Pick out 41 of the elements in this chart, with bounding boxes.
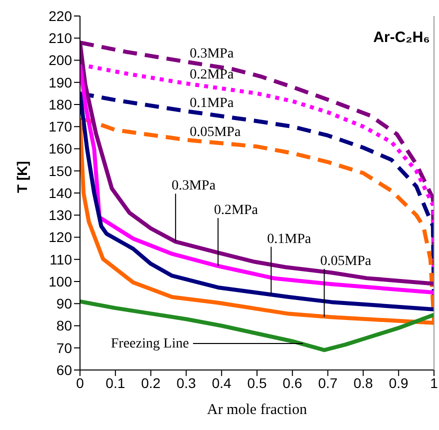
- x-tick-label: 0: [76, 374, 84, 391]
- annotation: 0.3MPa: [190, 46, 234, 62]
- y-tick-label: 110: [50, 251, 72, 268]
- x-tick-label: 0.3: [176, 374, 196, 391]
- line-series: [80, 299, 434, 352]
- text: Ar-C₂H₆: [373, 29, 430, 46]
- x-tick-label: 0.6: [282, 374, 302, 391]
- y-tick-label: 180: [48, 96, 72, 112]
- y-tick-label: 120: [48, 229, 72, 246]
- x-tick-label: 0.2: [141, 374, 161, 391]
- annotation: 0.2MPa: [214, 203, 259, 218]
- y-tick-label: 130: [48, 207, 72, 224]
- annotation: 0.05MPa: [320, 254, 372, 269]
- y-tick-label: 170: [48, 118, 72, 135]
- annotation: 0.2MPa: [190, 67, 234, 82]
- y-tick-label: 80: [56, 318, 72, 334]
- y-tick-label: 70: [56, 340, 72, 356]
- y-tick-label: 150: [48, 162, 72, 179]
- y-tick-label: 220: [48, 8, 72, 24]
- x-tick-label: 0.4: [212, 374, 232, 391]
- annotation: 0.3MPa: [172, 178, 216, 194]
- y-axis-title: T [K]: [14, 161, 30, 193]
- y-tick-label: 90: [56, 296, 72, 312]
- annotation: 0.05MPa: [190, 125, 242, 140]
- x-tick-label: 0.1: [106, 374, 126, 391]
- y-tick-label: 60: [56, 362, 72, 378]
- x-tick-label: 1: [430, 374, 438, 391]
- x-tick-label: 0.9: [388, 374, 409, 391]
- y-tick-label: 160: [48, 140, 72, 157]
- y-tick-label: 200: [48, 52, 72, 68]
- y-tick-label: 210: [48, 30, 72, 46]
- annotation: 0.1MPa: [190, 96, 234, 112]
- x-axis-title: Ar mole fraction: [207, 402, 308, 418]
- y-tick-label: 100: [48, 273, 72, 290]
- x-tick-label: 0.8: [353, 374, 374, 391]
- y-tick-label: 140: [48, 184, 72, 201]
- annotation: Freezing Line: [110, 336, 190, 352]
- y-tick-label: 190: [48, 74, 72, 90]
- annotation: 0.1MPa: [267, 232, 312, 247]
- x-tick-label: 0.7: [318, 374, 338, 391]
- x-tick-label: 0.5: [247, 374, 267, 391]
